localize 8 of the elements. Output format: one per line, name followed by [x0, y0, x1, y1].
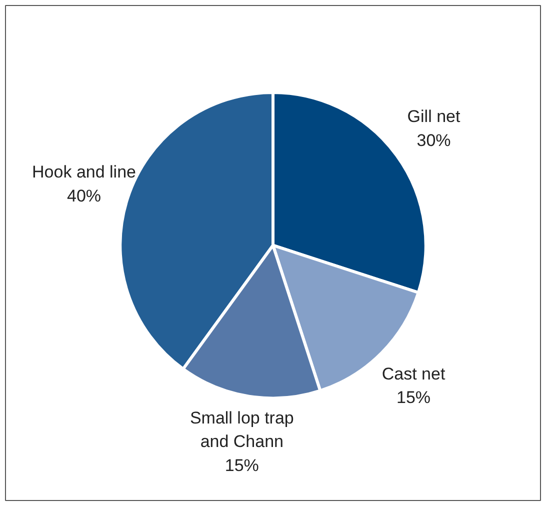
data-label: 15%: [396, 388, 431, 408]
slice-label: Cast net: [382, 364, 446, 384]
data-label: 30%: [416, 130, 451, 150]
slice-label: Hook and line: [32, 162, 136, 182]
data-label: 40%: [67, 186, 102, 206]
data-label: 15%: [224, 456, 259, 475]
slice-label: Small lop trap and Chann: [190, 408, 294, 452]
slice-label: Gill net: [407, 107, 460, 126]
